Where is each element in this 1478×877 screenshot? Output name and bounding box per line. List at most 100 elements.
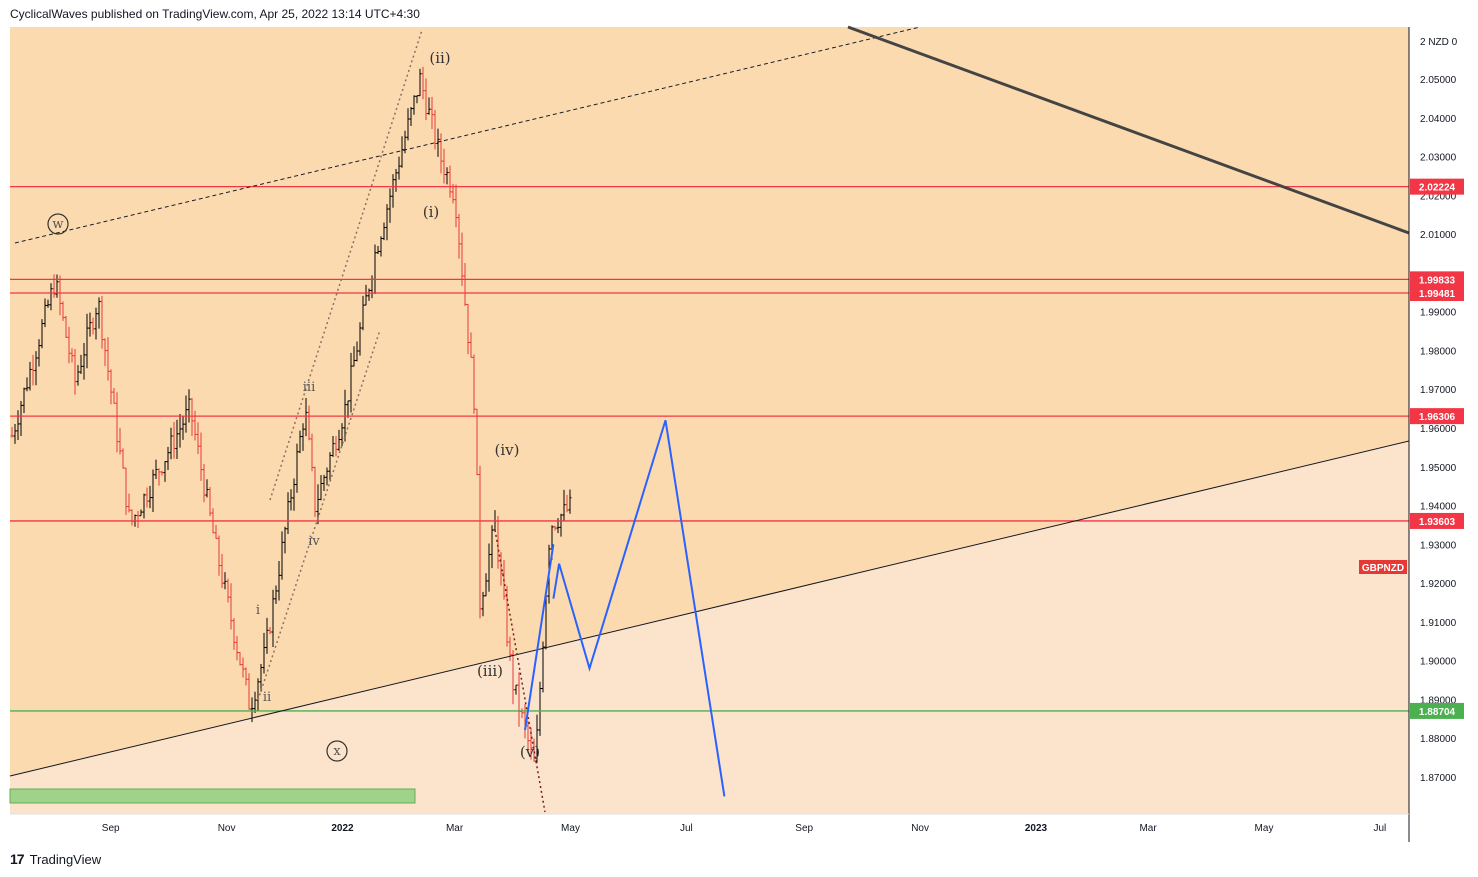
x-tick-label: Mar: [1139, 823, 1157, 834]
y-tick-label: 1.97000: [1420, 385, 1457, 396]
candle: [514, 684, 518, 695]
candle: [151, 469, 155, 513]
candle: [175, 419, 179, 459]
candle: [274, 585, 278, 604]
candle: [271, 589, 275, 647]
support-trendline[interactable]: [9, 440, 1410, 777]
wave-label: x: [333, 744, 341, 759]
candle: [247, 673, 251, 710]
candle: [199, 432, 203, 481]
candle: [226, 578, 230, 603]
candle: [409, 106, 413, 127]
candle: [79, 354, 83, 375]
candle: [376, 245, 380, 255]
x-tick-label: Nov: [218, 823, 236, 834]
wave-label: (i): [423, 203, 440, 221]
candle: [61, 301, 65, 321]
candle: [178, 413, 182, 448]
candle: [166, 446, 170, 471]
candle: [568, 489, 572, 514]
candle: [244, 667, 248, 686]
price-tag: [1410, 512, 1464, 529]
x-tick-label: Jul: [680, 823, 693, 834]
candle: [427, 97, 431, 115]
candle: [70, 348, 74, 363]
candle: [10, 427, 14, 438]
candle: [349, 352, 353, 413]
upper-zone: [10, 27, 1409, 776]
candle: [46, 299, 50, 308]
candle: [139, 509, 143, 517]
wave-label: (v): [520, 743, 540, 761]
candle: [454, 184, 458, 228]
x-tick-label: 2023: [1025, 823, 1048, 834]
candle: [220, 554, 224, 588]
price-levels: [10, 185, 1409, 712]
x-tick-label: Jul: [1374, 823, 1387, 834]
candle: [112, 388, 116, 404]
candle: [217, 535, 221, 576]
tradingview-logo-icon: 17: [10, 851, 25, 867]
x-tick-label: Sep: [795, 823, 813, 834]
candle: [358, 322, 362, 356]
resistance-trendline[interactable]: [847, 25, 1410, 235]
candle: [208, 486, 212, 517]
x-tick-label: May: [1255, 823, 1274, 834]
x-tick-label: Nov: [911, 823, 929, 834]
candle: [307, 405, 311, 441]
candle: [238, 652, 242, 666]
candle: [535, 714, 539, 763]
dotted-channel-upper[interactable]: [269, 29, 423, 501]
wave-label-circle: [326, 740, 348, 762]
candle: [184, 395, 188, 433]
candle: [421, 66, 425, 100]
candle: [286, 492, 290, 534]
candle: [25, 377, 29, 392]
candle: [385, 204, 389, 241]
candle: [49, 283, 53, 311]
y-tick-label: 1.90000: [1420, 657, 1457, 668]
symbol-label: GBPNZD: [1362, 563, 1404, 574]
wave-label: (iv): [495, 441, 520, 459]
price-tag: [1410, 271, 1464, 288]
candle: [148, 485, 152, 509]
candle: [154, 459, 158, 479]
projection-path: [524, 419, 726, 797]
candle: [205, 479, 209, 498]
candle: [328, 452, 332, 481]
x-ticks: Sep Nov 2022 Mar May Jul Sep Nov 2023 Mar May Jul: [102, 823, 1386, 834]
y-tick-label: 1.94000: [1420, 502, 1457, 513]
candle: [280, 531, 284, 580]
candle: [355, 341, 359, 362]
price-tag: [1410, 702, 1464, 719]
candle: [121, 448, 125, 469]
candle: [412, 95, 416, 115]
projection-leg[interactable]: [524, 544, 555, 731]
candle: [37, 339, 41, 367]
wave-label: ii: [263, 690, 271, 705]
candle: [406, 108, 410, 141]
candle: [391, 174, 395, 208]
dashed-channel-line[interactable]: [14, 26, 921, 244]
candle: [394, 168, 398, 192]
candle: [469, 332, 473, 358]
candle: [232, 618, 236, 650]
projection-line[interactable]: [552, 419, 726, 797]
y-tick-label: 1.92000: [1420, 579, 1457, 590]
candle: [484, 573, 488, 597]
candle: [487, 543, 491, 592]
candle: [475, 408, 479, 476]
candle: [322, 474, 326, 491]
candle: [457, 213, 461, 259]
candle: [103, 338, 107, 366]
candle: [73, 348, 77, 395]
candle: [325, 467, 329, 486]
candle: [19, 400, 23, 437]
candle: [259, 664, 263, 692]
candle: [292, 478, 296, 511]
candle: [433, 110, 437, 150]
price-tag-label: 2.02224: [1419, 183, 1456, 194]
candle: [268, 627, 272, 635]
candle: [202, 463, 206, 503]
